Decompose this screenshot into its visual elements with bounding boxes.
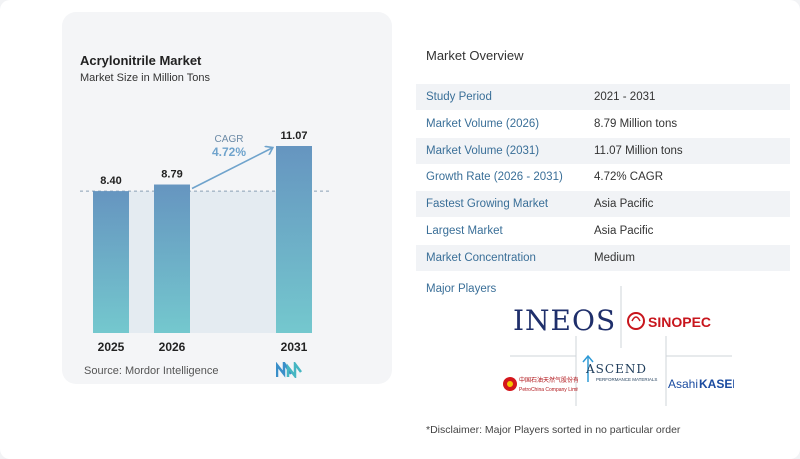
overview-label: Market Concentration [426, 252, 536, 264]
svg-text:KASEI: KASEI [699, 377, 734, 391]
overview-label: Market Volume (2026) [426, 118, 540, 130]
overview-value: 2021 - 2031 [594, 91, 656, 103]
category-label: 2031 [281, 340, 308, 354]
cagr-arrow [191, 148, 272, 190]
svg-text:SINOPEC: SINOPEC [648, 314, 711, 330]
overview-value: 8.79 Million tons [594, 118, 678, 130]
bar-2025 [93, 191, 129, 333]
overview-label: Fastest Growing Market [426, 198, 549, 210]
ineos-logo: INEOS [510, 300, 618, 340]
disclaimer-text: *Disclaimer: Major Players sorted in no … [426, 424, 681, 436]
overview-row: Market Volume (2031) 11.07 Million tons [416, 138, 790, 164]
cagr-label: CAGR [215, 134, 244, 145]
overview-row: Growth Rate (2026 - 2031) 4.72% CAGR [416, 164, 790, 190]
overview-label: Market Volume (2031) [426, 145, 540, 157]
bar-2031 [276, 146, 312, 333]
overview-value: Medium [594, 252, 635, 264]
category-label: 2025 [98, 340, 125, 354]
cagr-value: 4.72% [212, 145, 246, 159]
overview-label: Largest Market [426, 225, 503, 237]
major-players-logos: INEOS SINOPEC 中国石油天然气股份有限公司 PetroChina C… [503, 286, 734, 406]
major-players-label: Major Players [426, 283, 497, 295]
svg-text:PetroChina Company Limited: PetroChina Company Limited [519, 387, 578, 393]
chart-title: Acrylonitrile Market [80, 53, 202, 68]
petrochina-logo: 中国石油天然气股份有限公司 PetroChina Company Limited [502, 370, 578, 398]
overview-value: Asia Pacific [594, 198, 654, 210]
bar-value-label: 8.40 [100, 175, 121, 187]
overview-row: Largest Market Asia Pacific [416, 218, 790, 244]
overview-value: 4.72% CAGR [594, 171, 664, 183]
sinopec-logo-icon: SINOPEC [627, 312, 711, 330]
svg-text:ASCEND: ASCEND [585, 362, 647, 376]
ascend-logo-icon: ASCEND PERFORMANCE MATERIALS [582, 354, 657, 382]
petrochina-logo-icon: 中国石油天然气股份有限公司 PetroChina Company Limited [503, 376, 578, 393]
category-label: 2026 [159, 340, 186, 354]
mordor-logo-icon [276, 362, 302, 378]
asahi-kasei-logo: Asahi KASEI [668, 372, 734, 396]
svg-text:INEOS: INEOS [513, 304, 616, 337]
svg-text:中国石油天然气股份有限公司: 中国石油天然气股份有限公司 [519, 376, 578, 384]
logo-grid-dividers [510, 286, 732, 406]
overview-title: Market Overview [426, 48, 524, 63]
overview-label: Study Period [426, 91, 492, 103]
overview-row: Fastest Growing Market Asia Pacific [416, 191, 790, 217]
overview-value: Asia Pacific [594, 225, 654, 237]
bar-value-label: 8.79 [161, 169, 182, 181]
bar-value-label: 11.07 [281, 130, 308, 142]
overview-row: Study Period 2021 - 2031 [416, 84, 790, 110]
overview-label: Growth Rate (2026 - 2031) [426, 171, 563, 183]
svg-text:PERFORMANCE MATERIALS: PERFORMANCE MATERIALS [596, 377, 657, 382]
overview-value: 11.07 Million tons [594, 145, 683, 157]
ascend-logo: ASCEND PERFORMANCE MATERIALS [580, 350, 664, 390]
source-text: Source: Mordor Intelligence [84, 365, 219, 377]
sinopec-logo: SINOPEC [624, 304, 732, 338]
ineos-logo-icon: INEOS [513, 304, 616, 337]
svg-text:Asahi: Asahi [668, 377, 698, 391]
overview-row: Market Concentration Medium [416, 245, 790, 271]
bar-2026 [154, 184, 190, 333]
reference-band [129, 191, 276, 333]
chart-subtitle: Market Size in Million Tons [80, 72, 211, 84]
overview-row: Market Volume (2026) 8.79 Million tons [416, 111, 790, 137]
asahi-kasei-logo-icon: Asahi KASEI [668, 377, 734, 391]
